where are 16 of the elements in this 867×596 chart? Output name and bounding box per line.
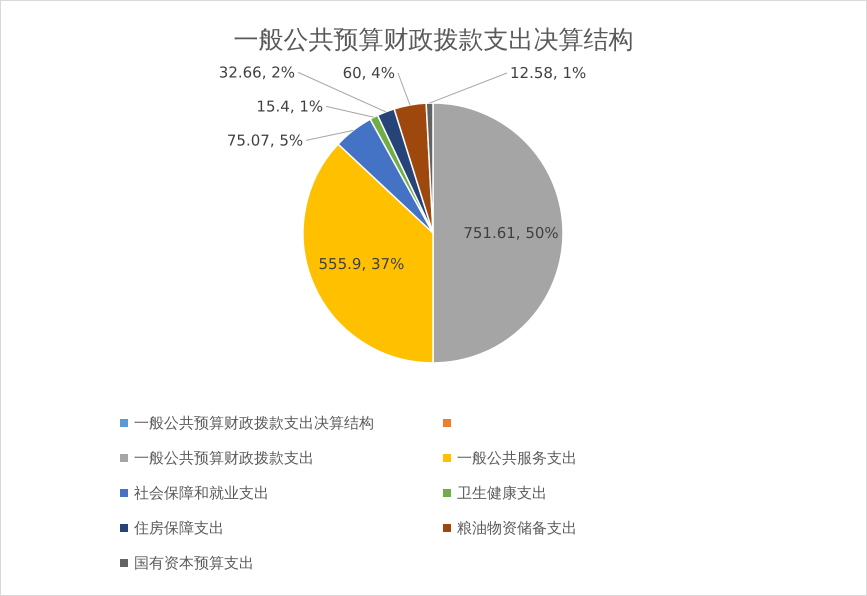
legend-label: 住房保障支出: [133, 519, 224, 537]
legend-label: 粮油物资储备支出: [457, 519, 577, 537]
data-label: 555.9, 37%: [318, 255, 404, 274]
data-label: 75.07, 5%: [226, 131, 304, 150]
legend-label: 一般公共预算财政拨款支出: [134, 449, 314, 467]
data-label: 15.4, 1%: [256, 97, 324, 116]
legend-label: 社会保障和就业支出: [134, 484, 269, 502]
legend-label: 一般公共预算财政拨款支出决算结构: [134, 414, 374, 432]
data-label: 32.66, 2%: [218, 63, 296, 82]
data-label: 12.58, 1%: [510, 64, 586, 82]
chart-title: 一般公共预算财政拨款支出决算结构: [234, 25, 634, 54]
legend-label: 一般公共服务支出: [457, 449, 577, 467]
legend-label: 卫生健康支出: [457, 484, 547, 502]
legend-label: 国有资本预算支出: [134, 554, 254, 572]
data-label: 60, 4%: [342, 64, 395, 82]
data-label: 751.61, 50%: [463, 224, 559, 242]
